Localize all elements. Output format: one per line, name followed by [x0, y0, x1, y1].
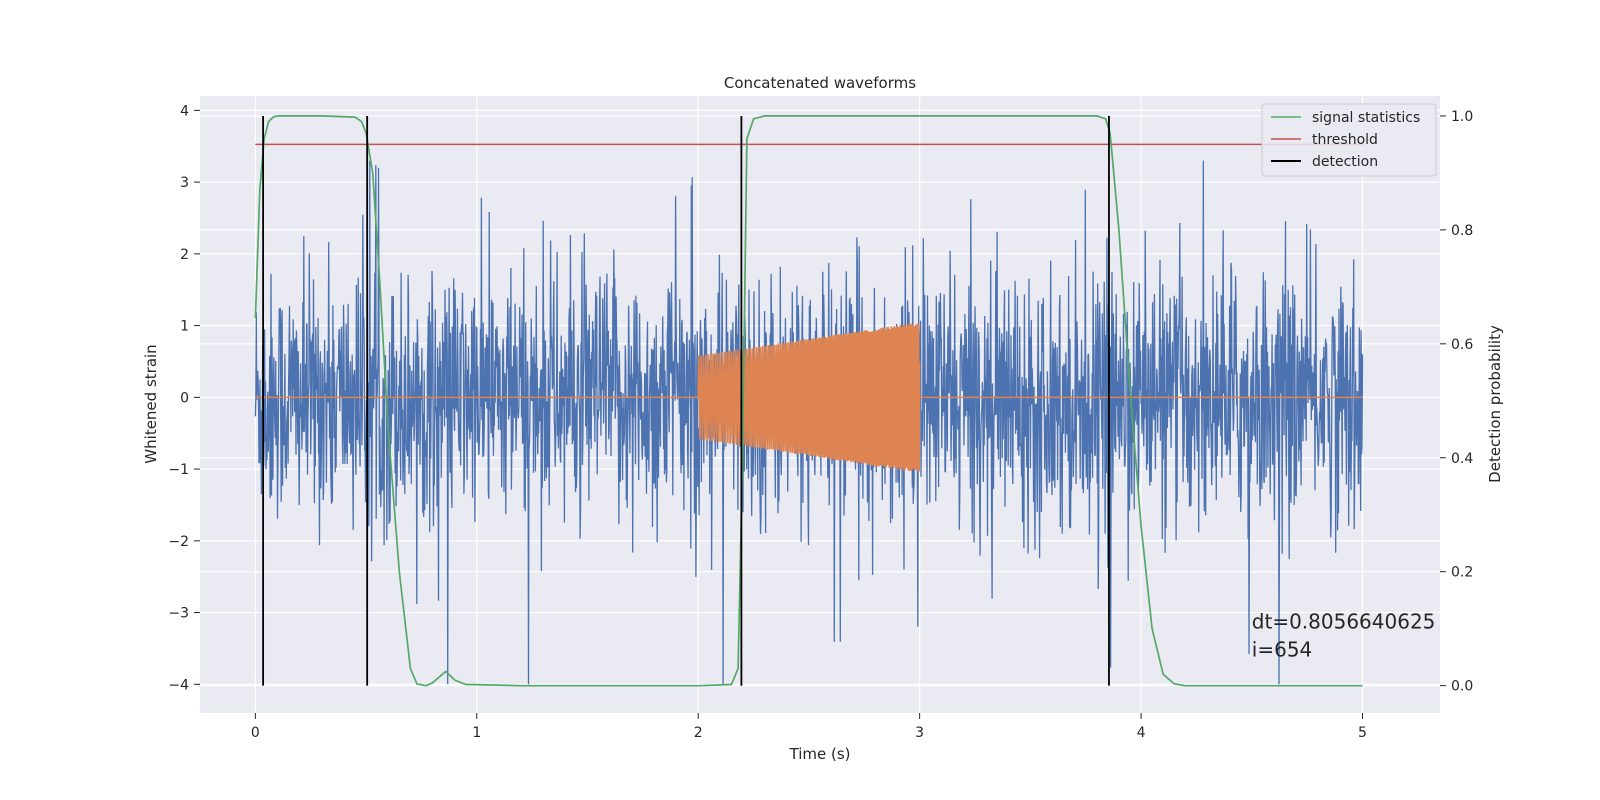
y-right-tick-label: 0.8: [1451, 223, 1473, 239]
y-left-axis-title: Whitened strain: [142, 344, 160, 463]
x-tick-label: 0: [251, 725, 260, 741]
series-layer: [254, 115, 1364, 687]
y-right-tick-label: 1.0: [1451, 109, 1473, 125]
y-left-tick-label: 2: [180, 247, 189, 263]
y-left-tick-label: 0: [180, 390, 189, 406]
y-left-tick-label: −4: [168, 677, 189, 693]
x-tick-label: 5: [1358, 725, 1367, 741]
x-tick-label: 4: [1137, 725, 1146, 741]
legend-label: threshold: [1312, 132, 1378, 148]
y-right-tick-label: 0.0: [1451, 679, 1473, 695]
x-tick-label: 2: [694, 725, 703, 741]
y-right-tick-label: 0.2: [1451, 565, 1473, 581]
y-right-axis-title: Detection probability: [1486, 325, 1504, 483]
annotation-line: i=654: [1252, 637, 1313, 661]
x-ticks: 0 1 2 3 4 5: [251, 713, 1367, 741]
x-tick-label: 1: [472, 725, 481, 741]
y-left-tick-label: 4: [180, 103, 189, 119]
y-left-tick-label: −1: [168, 462, 189, 478]
y-left-tick-label: 3: [180, 175, 189, 191]
legend-label: signal statistics: [1312, 110, 1420, 126]
y-left-tick-label: 1: [180, 319, 189, 335]
series-waveform: [255, 323, 1363, 472]
y-right-tick-label: 0.4: [1451, 451, 1473, 467]
y-left-tick-label: −2: [168, 534, 189, 550]
annotation: dt=0.8056640625 i=654: [1252, 609, 1436, 661]
y-left-tick-label: −3: [168, 606, 189, 622]
series-signal-statistics: [254, 115, 1363, 687]
annotation-line: dt=0.8056640625: [1252, 609, 1436, 633]
y-right-ticks: 0.0 0.2 0.4 0.6 0.8 1.0: [1440, 109, 1473, 695]
legend-label: detection: [1312, 154, 1378, 170]
legend-box: [1261, 103, 1437, 177]
y-left-ticks: −4 −3 −2 −1 0 1 2 3 4: [168, 103, 200, 693]
x-tick-label: 3: [915, 725, 924, 741]
legend: signal statistics threshold detection: [1261, 103, 1437, 177]
chart-title: Concatenated waveforms: [724, 74, 916, 92]
x-axis-title: Time (s): [789, 745, 851, 763]
y-right-tick-label: 0.6: [1451, 337, 1473, 353]
